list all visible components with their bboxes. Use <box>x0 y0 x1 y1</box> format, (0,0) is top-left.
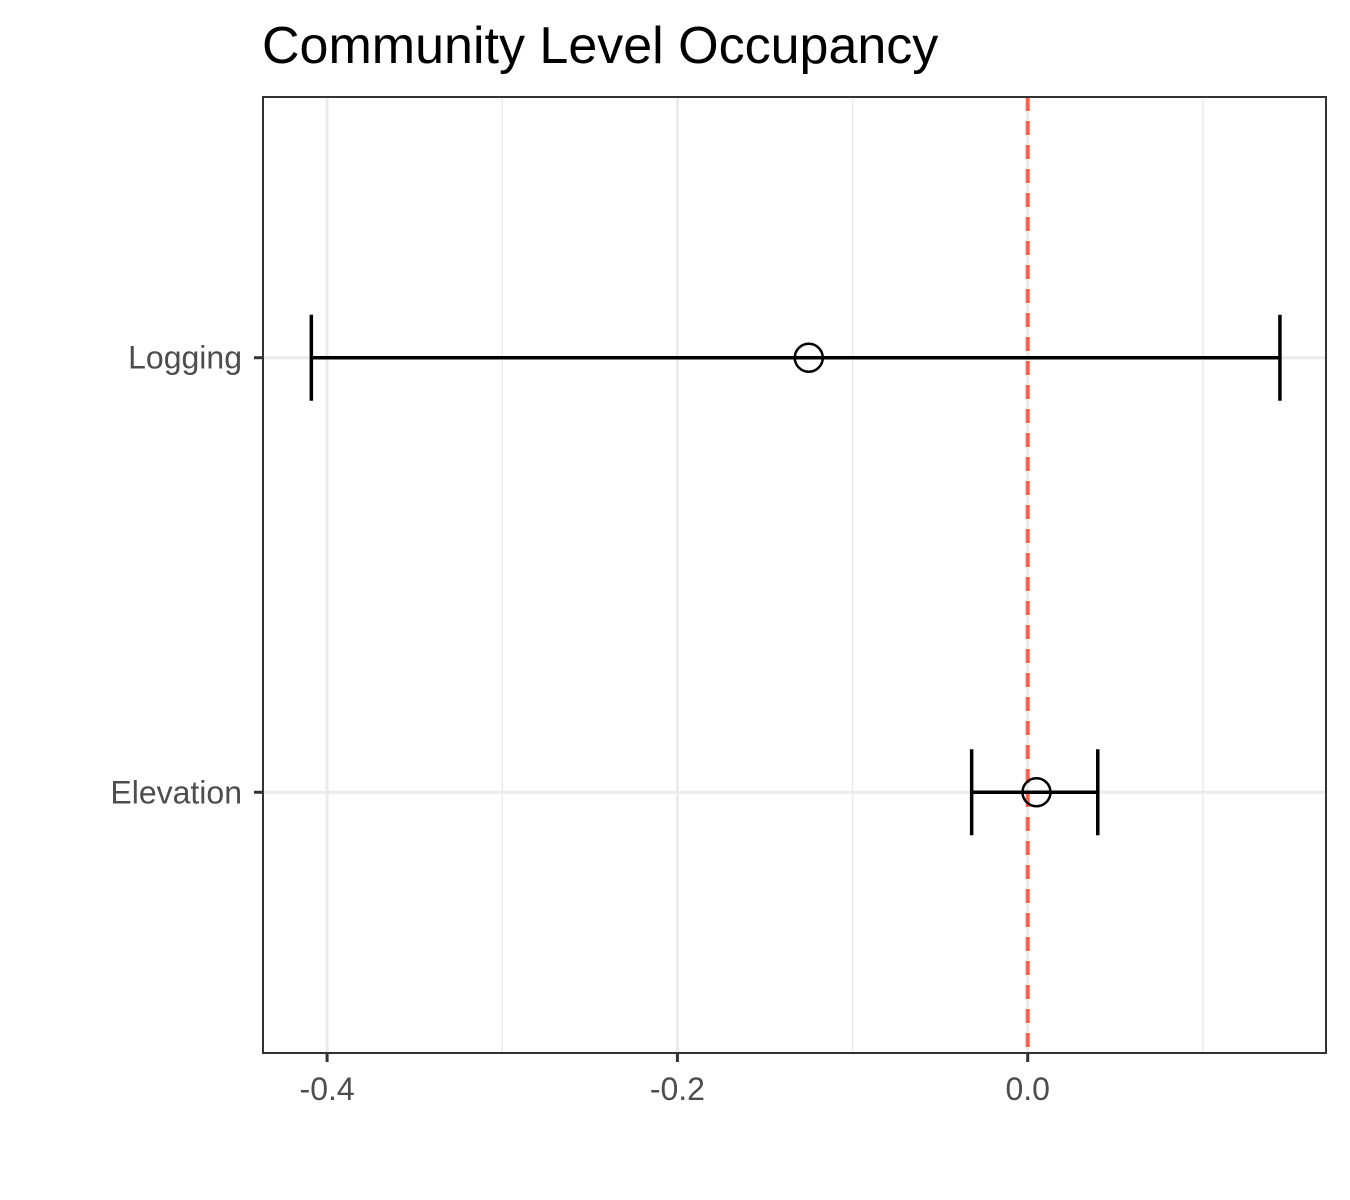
y-axis: Logging Elevation <box>110 340 263 810</box>
x-tick-label: -0.2 <box>650 1071 705 1107</box>
x-axis: -0.4 -0.2 0.0 <box>300 1053 1050 1107</box>
panel-border <box>262 96 1327 1054</box>
x-tick-label: 0.0 <box>1005 1071 1049 1107</box>
y-tick-label: Elevation <box>110 774 242 810</box>
grid-lines <box>263 97 1326 1053</box>
chart-title: Community Level Occupancy <box>262 17 938 75</box>
x-tick-label: -0.4 <box>300 1071 355 1107</box>
point-estimate <box>793 342 825 373</box>
estimate-marks <box>309 314 1282 836</box>
y-tick-label: Logging <box>128 340 242 376</box>
point-estimate <box>1021 777 1052 808</box>
